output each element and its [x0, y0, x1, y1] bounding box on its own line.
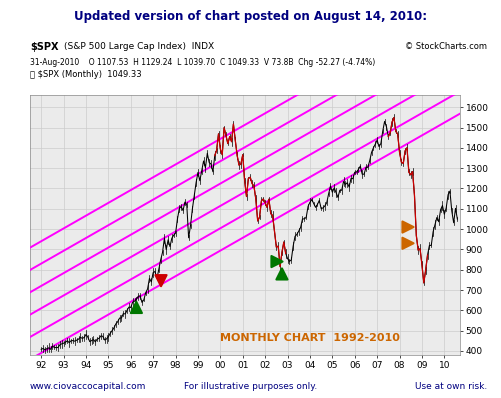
Text: Use at own risk.: Use at own risk.: [414, 382, 486, 391]
Text: www.ciovaccocapital.com: www.ciovaccocapital.com: [30, 382, 146, 391]
Text: $SPX: $SPX: [30, 42, 59, 52]
Text: MONTHLY CHART  1992-2010: MONTHLY CHART 1992-2010: [219, 333, 399, 343]
Text: Updated version of chart posted on August 14, 2010:: Updated version of chart posted on Augus…: [74, 10, 427, 23]
Text: 31-Aug-2010    O 1107.53  H 1129.24  L 1039.70  C 1049.33  V 73.8B  Chg -52.27 (: 31-Aug-2010 O 1107.53 H 1129.24 L 1039.7…: [30, 58, 375, 67]
Text: Ⓞ $SPX (Monthly)  1049.33: Ⓞ $SPX (Monthly) 1049.33: [30, 70, 141, 79]
Text: For illustrative purposes only.: For illustrative purposes only.: [184, 382, 317, 391]
Text: (S&P 500 Large Cap Index)  INDX: (S&P 500 Large Cap Index) INDX: [64, 42, 214, 51]
Text: © StockCharts.com: © StockCharts.com: [404, 42, 486, 51]
